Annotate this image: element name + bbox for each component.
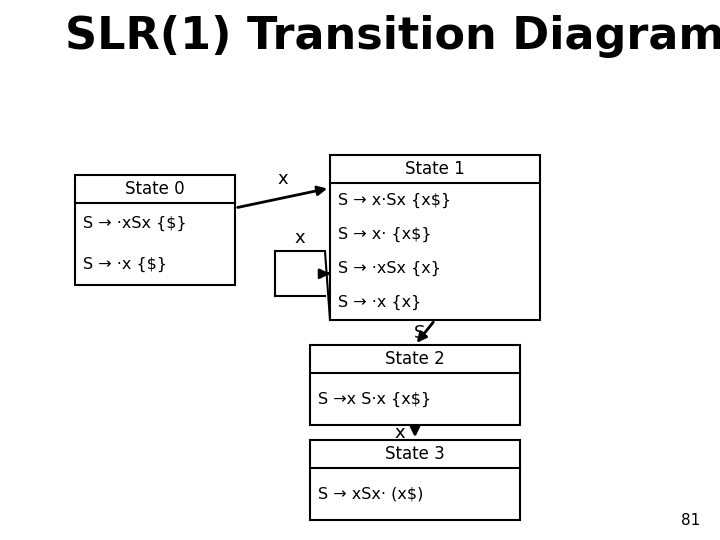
Text: x: x [395,423,405,442]
Text: S → x· {x$}: S → x· {x$} [338,227,431,242]
Text: S → xSx· (x$): S → xSx· (x$) [318,487,423,502]
Bar [310,440,520,520]
Bar [330,155,540,320]
Text: S: S [414,323,426,341]
Text: S → ·xSx {x}: S → ·xSx {x} [338,261,441,276]
Text: S → ·x {x}: S → ·x {x} [338,295,421,310]
Text: x: x [277,170,288,188]
Text: S →x S·x {x$}: S →x S·x {x$} [318,392,431,407]
Text: S → ·x {$}: S → ·x {$} [83,257,167,272]
Text: S → x·Sx {x$}: S → x·Sx {x$} [338,193,451,208]
Text: State 0: State 0 [125,180,185,198]
Bar [75,175,235,285]
Text: State 1: State 1 [405,160,465,178]
Text: 81: 81 [680,513,700,528]
Text: State 2: State 2 [385,350,445,368]
Text: x: x [294,230,305,247]
Bar [310,345,520,425]
Text: State 3: State 3 [385,445,445,463]
Text: SLR(1) Transition Diagram: SLR(1) Transition Diagram [65,15,720,58]
Text: S → ·xSx {$}: S → ·xSx {$} [83,216,186,231]
